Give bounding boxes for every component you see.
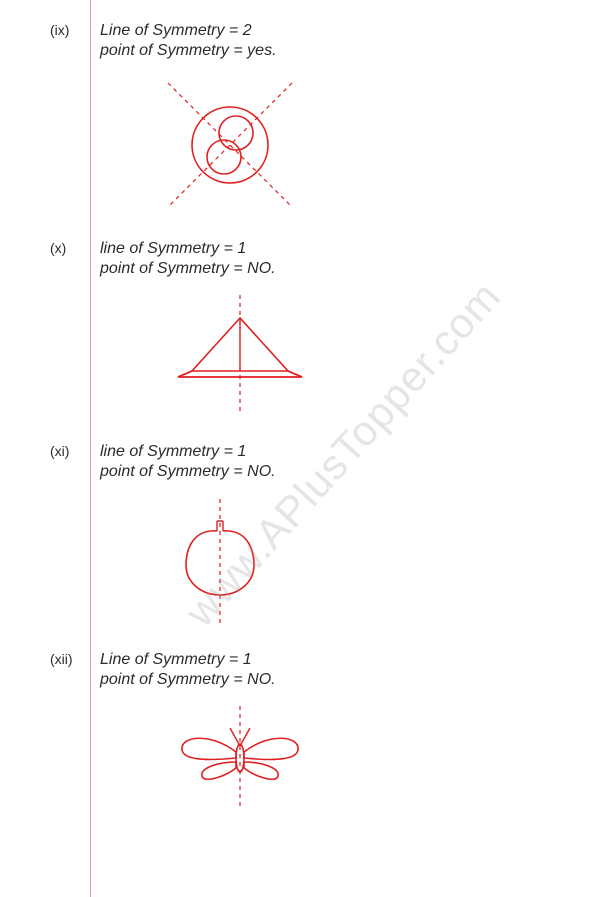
point-of-symmetry-text: point of Symmetry = NO. [100,463,606,481]
page: www.APlusTopper.com (ix) Line of Symmetr… [0,0,606,897]
point-of-symmetry-text: point of Symmetry = yes. [100,42,606,60]
line-of-symmetry-text: line of Symmetry = 1 [100,443,606,461]
line-of-symmetry-text: Line of Symmetry = 2 [100,22,606,40]
item-ix: (ix) Line of Symmetry = 2 point of Symme… [100,22,606,215]
item-xii: (xii) Line of Symmetry = 1 point of Symm… [100,651,606,814]
figure-apple [160,496,606,626]
item-x: (x) line of Symmetry = 1 point of Symmet… [100,240,606,418]
line-of-symmetry-text: Line of Symmetry = 1 [100,651,606,669]
figure-butterfly [160,704,606,814]
item-number: (ix) [50,22,69,38]
item-xi: (xi) line of Symmetry = 1 point of Symme… [100,443,606,626]
line-of-symmetry-text: line of Symmetry = 1 [100,240,606,258]
point-of-symmetry-text: point of Symmetry = NO. [100,260,606,278]
item-number: (xi) [50,443,69,459]
figure-circle-lobes [160,75,606,215]
margin-line [90,0,91,897]
figure-triangle [160,293,606,418]
item-number: (x) [50,240,66,256]
point-of-symmetry-text: point of Symmetry = NO. [100,671,606,689]
item-number: (xii) [50,651,73,667]
